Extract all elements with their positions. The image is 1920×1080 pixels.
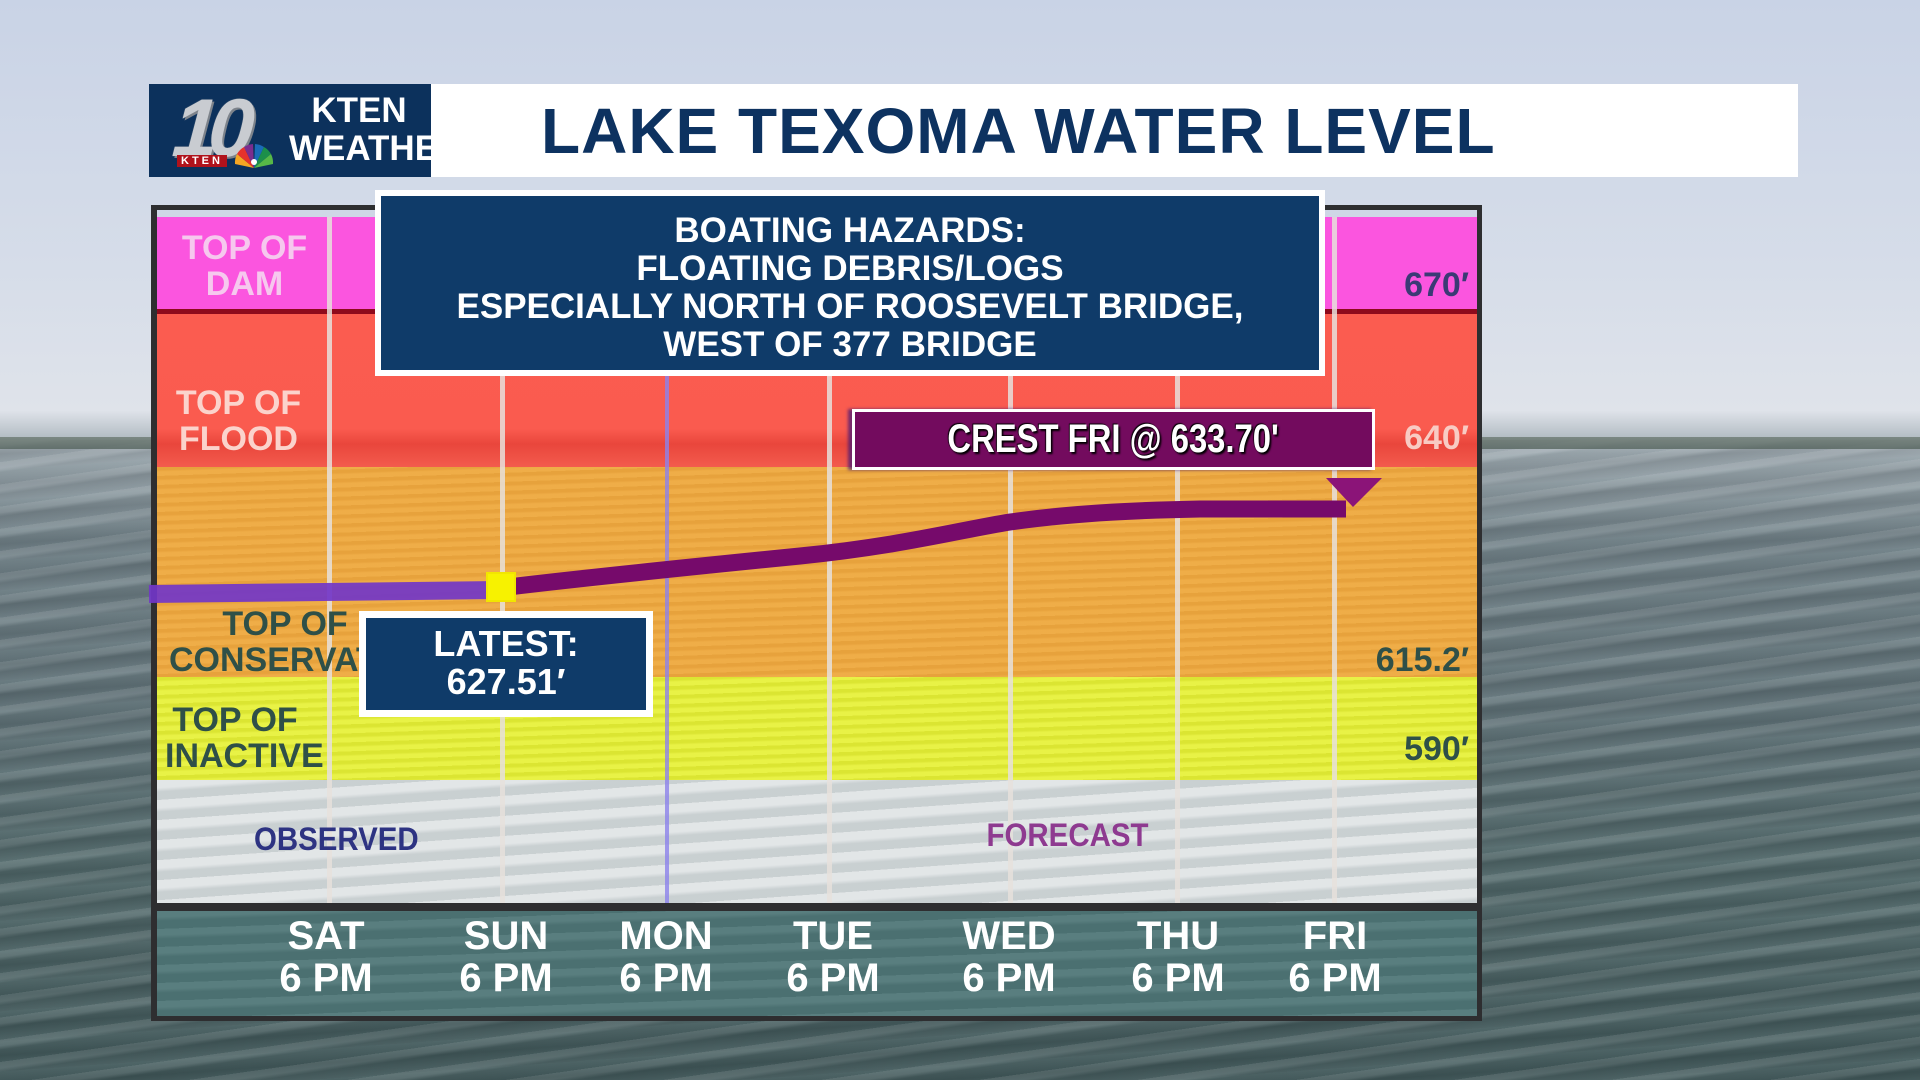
gridline-sun xyxy=(500,217,505,903)
latest-value: 627.51′ xyxy=(446,661,566,702)
xtick-wed: WED 6 PM xyxy=(929,915,1089,999)
tick-time: 6 PM xyxy=(962,956,1056,1000)
xtick-sun: SUN 6 PM xyxy=(426,915,586,999)
latest-level-callout: LATEST: 627.51′ xyxy=(359,611,653,717)
title-bar: LAKE TEXOMA WATER LEVEL xyxy=(431,84,1798,177)
tick-day: WED xyxy=(962,914,1056,958)
nbc-peacock-icon xyxy=(234,144,274,168)
label-top-of-inactive: TOP OF INACTIVE xyxy=(165,701,324,775)
boating-hazards-callout: BOATING HAZARDS: FLOATING DEBRIS/LOGS ES… xyxy=(375,190,1325,376)
tick-day: FRI xyxy=(1302,914,1368,958)
hazard-line-2: FLOATING DEBRIS/LOGS xyxy=(636,249,1064,288)
xtick-sat: SAT 6 PM xyxy=(246,915,406,999)
tick-day: SUN xyxy=(463,914,549,958)
crest-callout: CREST FRI @ 633.70' xyxy=(852,409,1375,470)
tick-time: 6 PM xyxy=(786,956,880,1000)
hazard-line-1: BOATING HAZARDS: xyxy=(674,211,1026,250)
value-640: 640′ xyxy=(1404,419,1469,457)
value-590: 590′ xyxy=(1404,730,1469,768)
label-line: FLOOD xyxy=(179,420,298,458)
page-title: LAKE TEXOMA WATER LEVEL xyxy=(541,95,1496,167)
tick-day: MON xyxy=(619,914,713,958)
xtick-thu: THU 6 PM xyxy=(1098,915,1258,999)
hazard-line-4: WEST OF 377 BRIDGE xyxy=(663,325,1037,364)
forecast-label: FORECAST xyxy=(986,817,1149,853)
crest-text-container: CREST FRI @ 633.70' xyxy=(855,412,1372,467)
observed-label: OBSERVED xyxy=(254,821,419,857)
gridline-sat xyxy=(327,217,332,903)
x-axis: SAT 6 PM SUN 6 PM MON 6 PM TUE 6 PM WED … xyxy=(157,911,1477,1016)
label-top-of-flood: TOP OF FLOOD xyxy=(171,385,306,457)
gridline-fri xyxy=(1332,217,1337,903)
hazard-text: BOATING HAZARDS: FLOATING DEBRIS/LOGS ES… xyxy=(381,196,1319,370)
value-670: 670′ xyxy=(1404,266,1469,304)
tick-day: SAT xyxy=(287,914,365,958)
band-lower-area xyxy=(157,780,1477,903)
tick-day: THU xyxy=(1136,914,1220,958)
tick-time: 6 PM xyxy=(619,956,713,1000)
kten-badge: KTEN xyxy=(177,155,227,167)
label-line: TOP OF xyxy=(175,384,302,422)
station-brand: 10 KTEN KTEN WEATHER xyxy=(149,83,464,177)
label-line: DAM xyxy=(205,265,284,303)
tick-time: 6 PM xyxy=(279,956,373,1000)
label-line: TOP OF xyxy=(172,701,298,739)
tick-time: 6 PM xyxy=(459,956,553,1000)
label-line: TOP OF xyxy=(222,605,348,643)
brand-title: KTEN WEATHER xyxy=(289,91,464,168)
xtick-tue: TUE 6 PM xyxy=(753,915,913,999)
label-line: TOP OF xyxy=(181,229,308,267)
latest-label: LATEST: xyxy=(433,623,579,664)
band-top-of-inactive xyxy=(157,677,1477,780)
xaxis-divider xyxy=(157,903,1477,911)
xtick-mon: MON 6 PM xyxy=(586,915,746,999)
brand-line-2: WEATHER xyxy=(289,129,464,168)
hazard-line-3: ESPECIALLY NORTH OF ROOSEVELT BRIDGE, xyxy=(456,287,1244,326)
latest-text: LATEST: 627.51′ xyxy=(366,618,646,710)
brand-line-1: KTEN xyxy=(311,91,407,130)
xtick-fri: FRI 6 PM xyxy=(1255,915,1415,999)
value-615: 615.2′ xyxy=(1375,641,1469,679)
label-top-of-dam: TOP OF DAM xyxy=(177,230,312,302)
tick-time: 6 PM xyxy=(1131,956,1225,1000)
label-line: INACTIVE xyxy=(165,737,324,775)
tick-day: TUE xyxy=(793,914,873,958)
tick-time: 6 PM xyxy=(1288,956,1382,1000)
crest-text: CREST FRI @ 633.70' xyxy=(947,417,1280,461)
